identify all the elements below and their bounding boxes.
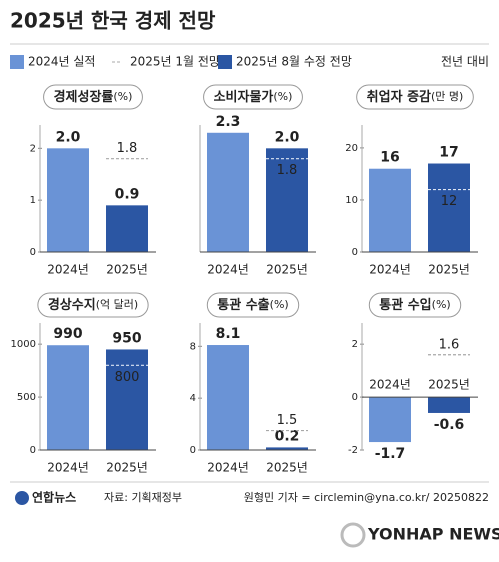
watermark-icon xyxy=(340,522,366,548)
x-tick-label: 2024년 xyxy=(47,461,89,475)
panel-title: 취업자 증감(만 명) xyxy=(367,89,464,105)
x-tick-label: 2024년 xyxy=(369,263,411,277)
page-title: 2025년 한국 경제 전망 xyxy=(10,9,216,33)
bar xyxy=(106,205,148,252)
credit: 원형민 기자 = circlemin@yna.co.kr/ 20250822 xyxy=(244,491,489,504)
y-tick-label: 0 xyxy=(352,392,358,403)
panel-title-text: 경상수지 xyxy=(48,297,96,313)
value-label: 8.1 xyxy=(216,326,241,342)
bar xyxy=(207,345,249,450)
x-tick-label: 2024년 xyxy=(207,461,249,475)
logo: 연합뉴스 xyxy=(32,490,76,505)
y-tick-label: 2 xyxy=(352,339,358,350)
x-tick-label: 2024년 xyxy=(369,378,411,392)
legend-label: 2025년 1월 전망 xyxy=(130,55,220,69)
forecast-label: 1.8 xyxy=(117,141,138,156)
panel-title-box xyxy=(203,84,303,110)
y-tick-label: 0 xyxy=(190,445,196,456)
panel-title-text: 소비자물가 xyxy=(214,90,274,105)
panel-title: 통관 수출(%) xyxy=(217,297,288,313)
y-tick-label: 8 xyxy=(190,341,196,352)
panel-title-text: 통관 수입 xyxy=(379,297,431,313)
legend-label: 2024년 실적 xyxy=(28,55,95,69)
y-tick-label: 10 xyxy=(345,195,358,206)
legend-label: 2025년 8월 수정 전망 xyxy=(236,55,352,69)
panel-title-unit: (만 명) xyxy=(431,90,463,103)
source: 자료: 기획재정부 xyxy=(104,491,182,504)
x-tick-label: 2025년 xyxy=(106,461,148,475)
forecast-label: 800 xyxy=(115,370,140,385)
y-tick-label: 0 xyxy=(352,247,358,258)
y-tick-label: 20 xyxy=(345,143,358,154)
value-label: -0.6 xyxy=(434,417,465,433)
forecast-label: 1.8 xyxy=(277,163,298,178)
x-tick-label: 2025년 xyxy=(428,378,470,392)
value-label: 950 xyxy=(112,330,141,346)
panel-title-box xyxy=(206,292,300,318)
bar xyxy=(266,447,308,450)
x-tick-label: 2025년 xyxy=(266,461,308,475)
y-tick-label: -2 xyxy=(348,445,358,456)
value-label: 2.0 xyxy=(275,129,300,145)
value-label: 0.2 xyxy=(275,428,300,444)
bar xyxy=(369,168,411,252)
x-tick-label: 2024년 xyxy=(47,263,89,277)
bar xyxy=(47,148,89,252)
panel-title-box xyxy=(37,292,149,318)
bar xyxy=(266,148,308,252)
value-label: -1.7 xyxy=(375,446,406,462)
panel-title-text: 통관 수출 xyxy=(217,297,269,313)
watermark: YONHAP NEWS xyxy=(367,525,499,544)
panel-title-text: 경제성장률 xyxy=(54,89,114,105)
bar xyxy=(369,397,411,443)
forecast-label: 1.5 xyxy=(277,413,298,428)
bar xyxy=(106,349,148,450)
bar xyxy=(428,163,470,252)
legend-swatch xyxy=(10,55,24,69)
panel-title-box xyxy=(43,84,143,110)
value-label: 990 xyxy=(53,326,82,342)
logo-icon xyxy=(15,491,29,505)
forecast-label: 12 xyxy=(441,194,458,209)
value-label: 17 xyxy=(439,145,458,161)
value-label: 2.0 xyxy=(56,129,81,145)
panel-title: 통관 수입(%) xyxy=(379,297,450,313)
y-tick-label: 1 xyxy=(30,195,36,206)
value-label: 0.9 xyxy=(115,186,140,202)
x-tick-label: 2025년 xyxy=(106,263,148,277)
forecast-label: 1.6 xyxy=(439,337,460,352)
panel-title: 경상수지(억 달러) xyxy=(48,297,138,313)
panel-title-text: 취업자 증감 xyxy=(367,89,431,105)
panel-title-box xyxy=(368,292,462,318)
y-tick-label: 2 xyxy=(30,143,36,154)
panel-title-unit: (%) xyxy=(270,298,289,311)
value-label: 16 xyxy=(380,150,399,166)
panel-title-box xyxy=(356,84,474,110)
panel-title: 소비자물가(%) xyxy=(214,90,293,105)
bar xyxy=(428,397,470,413)
y-tick-label: 0 xyxy=(30,445,36,456)
value-label: 2.3 xyxy=(216,114,241,130)
bar xyxy=(47,345,89,450)
y-tick-label: 0 xyxy=(30,247,36,258)
y-tick-label: 500 xyxy=(17,392,36,403)
x-tick-label: 2025년 xyxy=(266,263,308,277)
bar xyxy=(207,132,249,252)
panel-title-unit: (%) xyxy=(432,298,451,311)
x-tick-label: 2024년 xyxy=(207,263,249,277)
legend-swatch xyxy=(218,55,232,69)
panel-title-unit: (억 달러) xyxy=(96,298,138,311)
y-tick-label: 1000 xyxy=(11,339,36,350)
x-tick-label: 2025년 xyxy=(428,263,470,277)
y-tick-label: 4 xyxy=(190,393,196,404)
panel-title-unit: (%) xyxy=(273,90,292,103)
panel-title: 경제성장률(%) xyxy=(54,89,133,105)
legend-note: 전년 대비 xyxy=(441,55,489,69)
panel-title-unit: (%) xyxy=(113,90,132,103)
